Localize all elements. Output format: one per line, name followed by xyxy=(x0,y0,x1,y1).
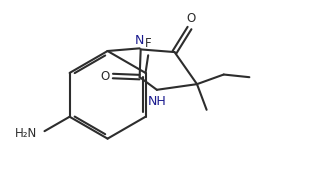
Text: O: O xyxy=(186,12,195,25)
Text: F: F xyxy=(145,37,151,51)
Text: NH: NH xyxy=(147,95,166,108)
Text: N: N xyxy=(135,34,144,47)
Text: H₂N: H₂N xyxy=(15,127,38,140)
Text: O: O xyxy=(100,70,110,82)
